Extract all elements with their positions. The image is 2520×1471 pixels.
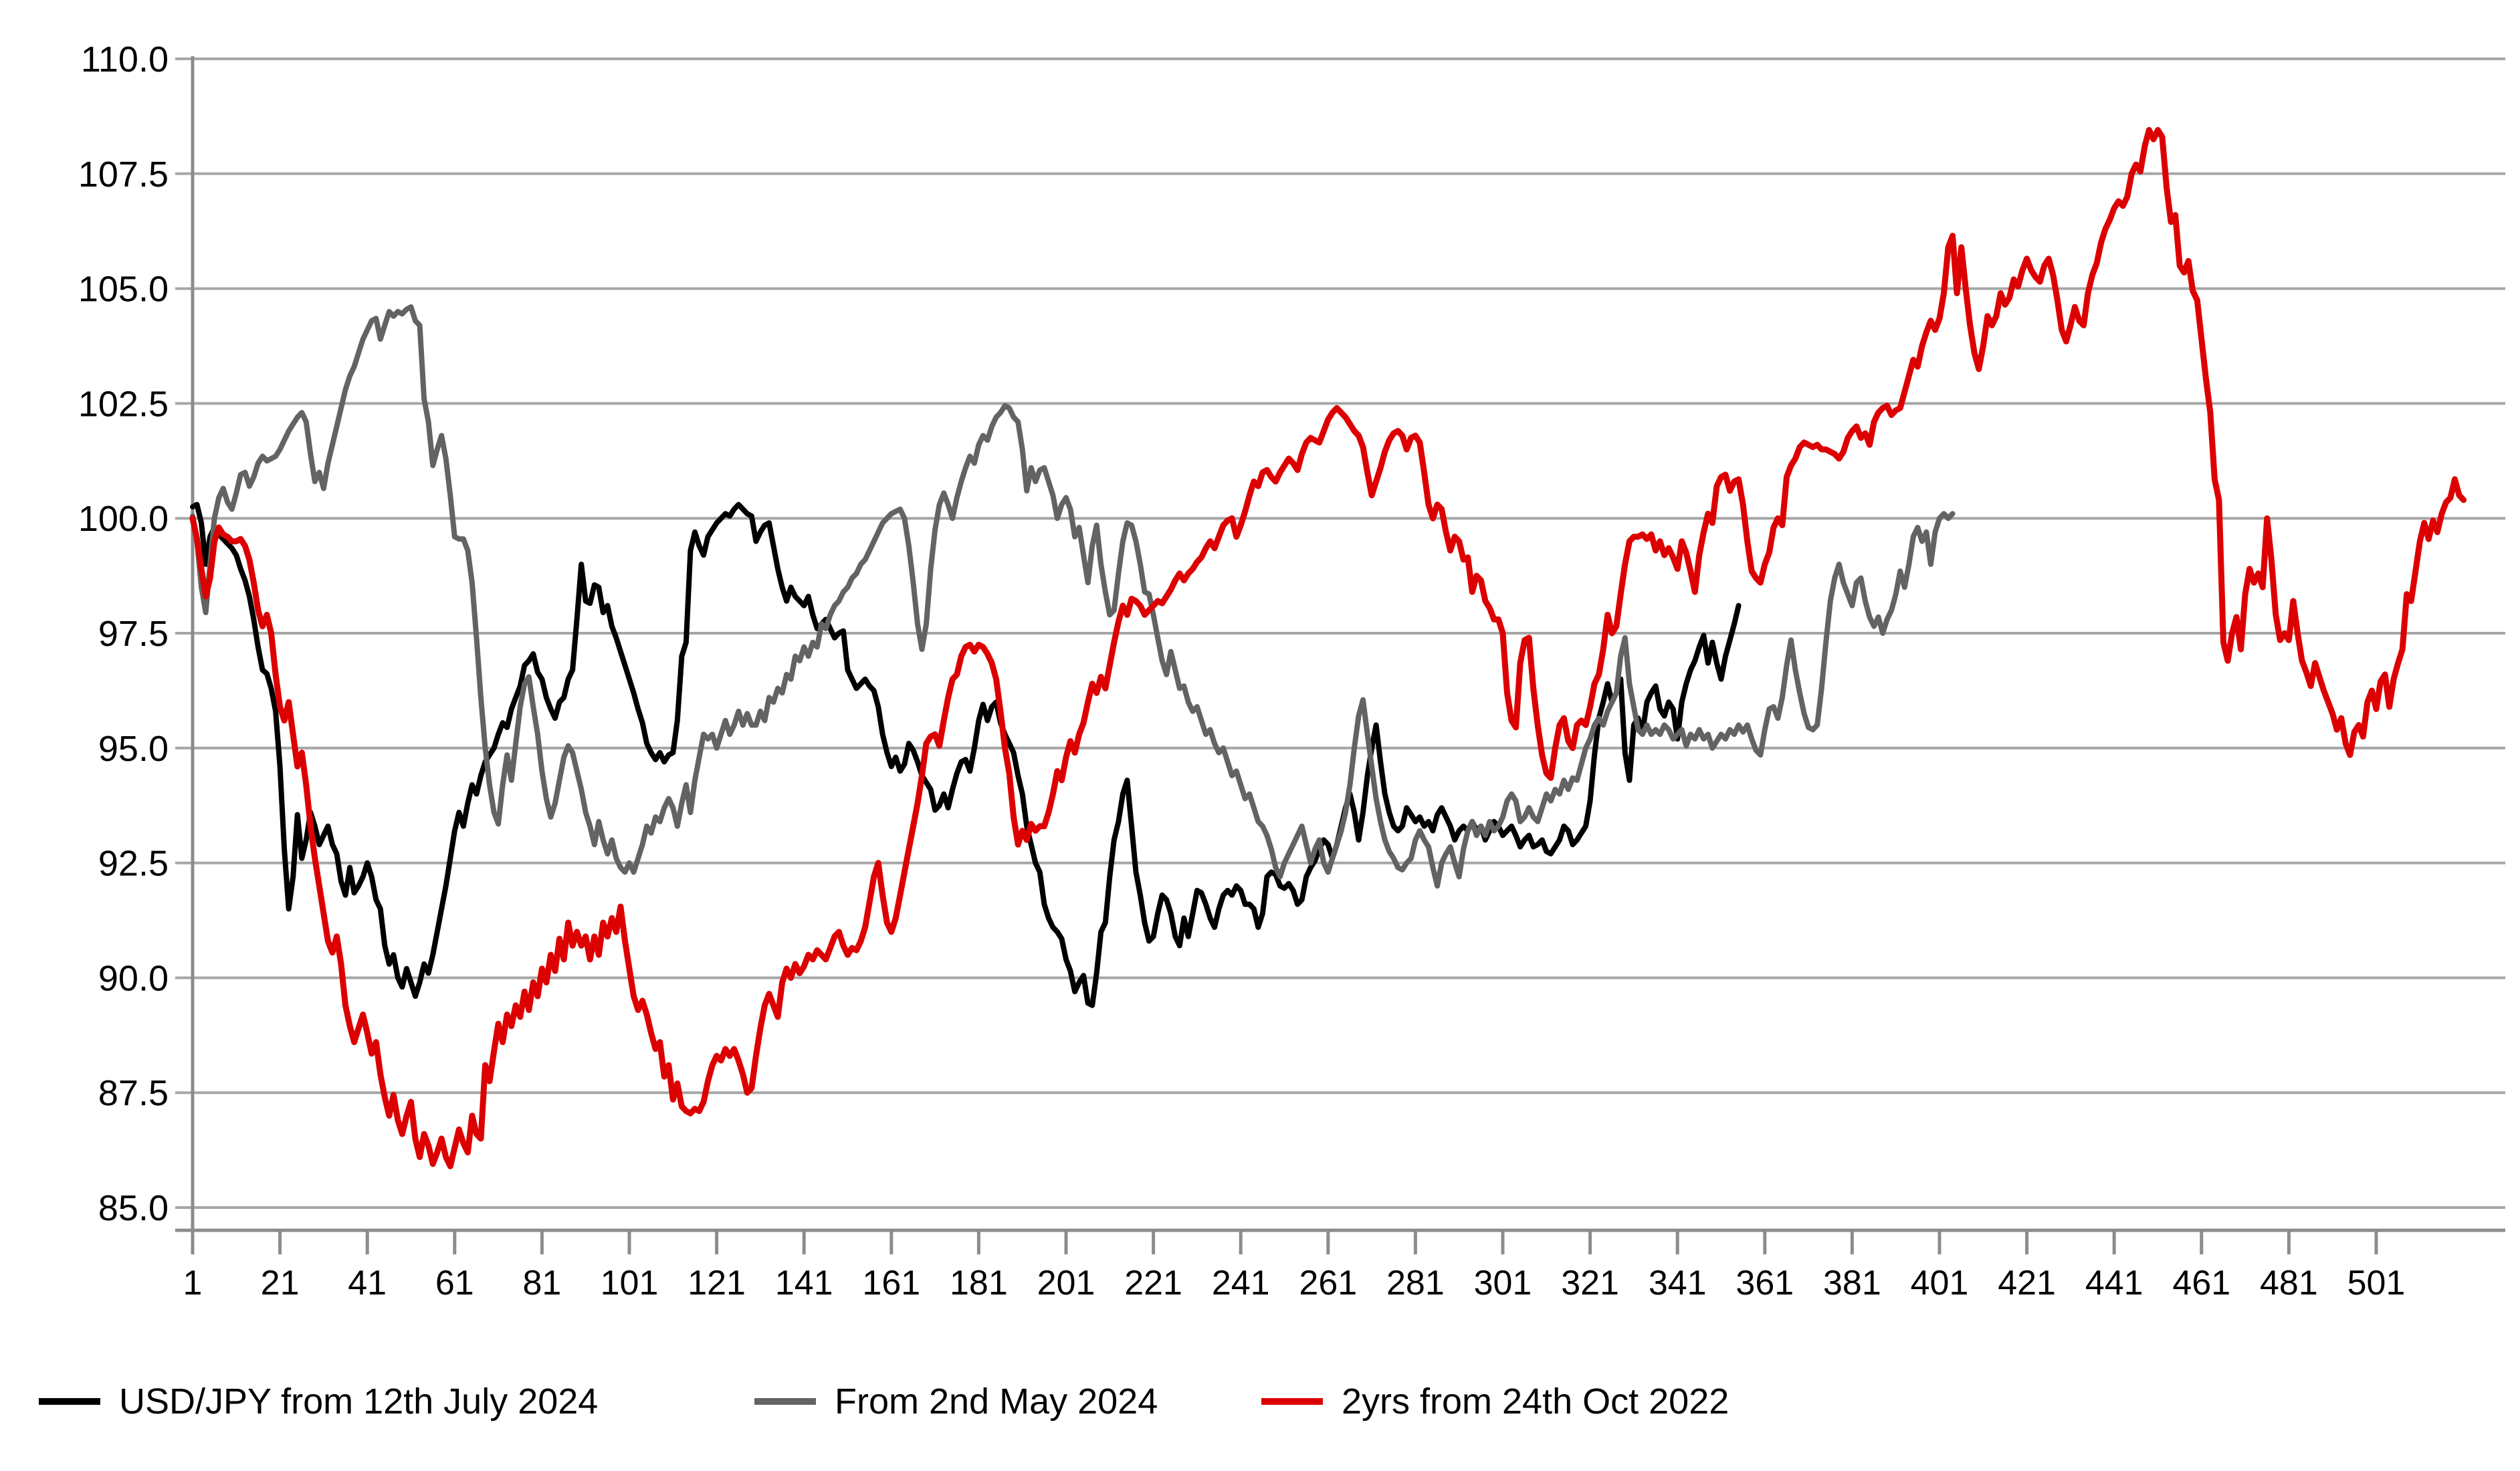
- legend-swatch-black-line: [39, 1398, 100, 1405]
- y-tick-label: 87.5: [98, 1073, 169, 1113]
- legend-swatch-red-line: [1261, 1398, 1323, 1405]
- x-tick-label: 501: [2347, 1264, 2406, 1303]
- y-tick-label: 90.0: [98, 958, 169, 998]
- y-tick-label: 95.0: [98, 729, 169, 769]
- y-tick-label: 110.0: [81, 39, 169, 80]
- x-tick-label: 41: [348, 1264, 387, 1303]
- y-axis-labels: 85.0 87.5 90.0 92.5 95.0 97.5 100.0 102.5 105.0 1…: [78, 39, 169, 1228]
- legend-label: USD/JPY from 12th July 2024: [119, 1381, 599, 1422]
- x-tick-label: 101: [601, 1264, 659, 1303]
- x-tick-label: 21: [261, 1264, 300, 1303]
- x-tick-label: 81: [522, 1264, 561, 1303]
- y-tick-label: 105.0: [78, 269, 169, 310]
- x-tick-label: 181: [950, 1264, 1008, 1303]
- x-tick-label: 241: [1212, 1264, 1270, 1303]
- x-tick-label: 381: [1823, 1264, 1881, 1303]
- x-tick-label: 301: [1474, 1264, 1532, 1303]
- x-tick-label: 481: [2260, 1264, 2318, 1303]
- x-axis-labels: 1 21 41 61 81 101 121 141 161 181 201 221 241 261 281 3…: [183, 1264, 2406, 1303]
- legend-swatch-gray-line: [754, 1398, 816, 1405]
- x-tick-label: 341: [1649, 1264, 1707, 1303]
- x-tick-label: 221: [1124, 1264, 1182, 1303]
- x-tick-label: 141: [775, 1264, 833, 1303]
- y-tick-label: 102.5: [78, 384, 169, 424]
- x-tick-label: 121: [688, 1264, 746, 1303]
- series-line-black: [190, 501, 1742, 1008]
- y-tick-label: 107.5: [78, 154, 169, 195]
- y-tick-label: 100.0: [78, 499, 169, 539]
- series-line-gray: [190, 304, 1956, 889]
- series-line-red: [189, 127, 2467, 1169]
- x-tick-label: 321: [1561, 1264, 1619, 1303]
- y-tick-label: 97.5: [98, 614, 169, 654]
- x-tick-label: 201: [1037, 1264, 1095, 1303]
- gridlines: [175, 58, 2505, 1209]
- legend: USD/JPY from 12th July 2024 From 2nd May…: [0, 1375, 2520, 1435]
- legend-label: From 2nd May 2024: [835, 1381, 1158, 1422]
- axes: [175, 56, 2505, 1254]
- x-tick-label: 441: [2085, 1264, 2143, 1303]
- x-tick-label: 281: [1386, 1264, 1445, 1303]
- legend-item-from-2nd-may: From 2nd May 2024: [754, 1375, 1158, 1428]
- y-tick-label: 92.5: [98, 844, 169, 884]
- x-tick-label: 61: [435, 1264, 474, 1303]
- x-tick-label: 421: [1998, 1264, 2056, 1303]
- x-tick-label: 461: [2172, 1264, 2230, 1303]
- x-tick-label: 361: [1736, 1264, 1794, 1303]
- y-tick-label: 85.0: [98, 1188, 169, 1228]
- legend-item-usdjpy: USD/JPY from 12th July 2024: [39, 1375, 598, 1428]
- x-tick-label: 401: [1911, 1264, 1969, 1303]
- x-tick-label: 161: [862, 1264, 920, 1303]
- legend-label: 2yrs from 24th Oct 2022: [1342, 1381, 1729, 1422]
- series-lines: [189, 127, 2467, 1169]
- legend-item-2yrs: 2yrs from 24th Oct 2022: [1261, 1375, 1729, 1428]
- x-tick-label: 1: [183, 1264, 203, 1303]
- x-tick-label: 261: [1299, 1264, 1357, 1303]
